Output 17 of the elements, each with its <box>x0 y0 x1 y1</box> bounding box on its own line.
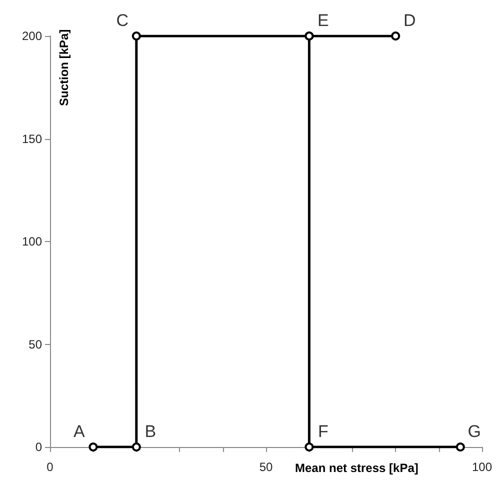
annotation: G <box>468 422 482 441</box>
x-tick-label: 0 <box>46 460 54 474</box>
x-tick-label: 50 <box>259 460 273 474</box>
x-axis-title: Mean net stress [kPa] <box>295 461 418 475</box>
y-tick-label: 50 <box>28 337 42 352</box>
x-tick-label: 100 <box>472 460 492 474</box>
y-tick-label: 100 <box>22 234 42 248</box>
y-tick-label: 200 <box>22 29 42 43</box>
annotation: B <box>144 422 156 441</box>
y-axis-title: Suction [kPa] <box>57 29 71 106</box>
annotation: F <box>318 422 328 441</box>
annotation: D <box>403 11 416 30</box>
y-tick-label: 0 <box>35 440 42 454</box>
y-tick-label: 150 <box>22 132 42 146</box>
annotation: A <box>74 422 86 441</box>
annotation: E <box>318 11 329 30</box>
annotation: C <box>116 11 129 30</box>
